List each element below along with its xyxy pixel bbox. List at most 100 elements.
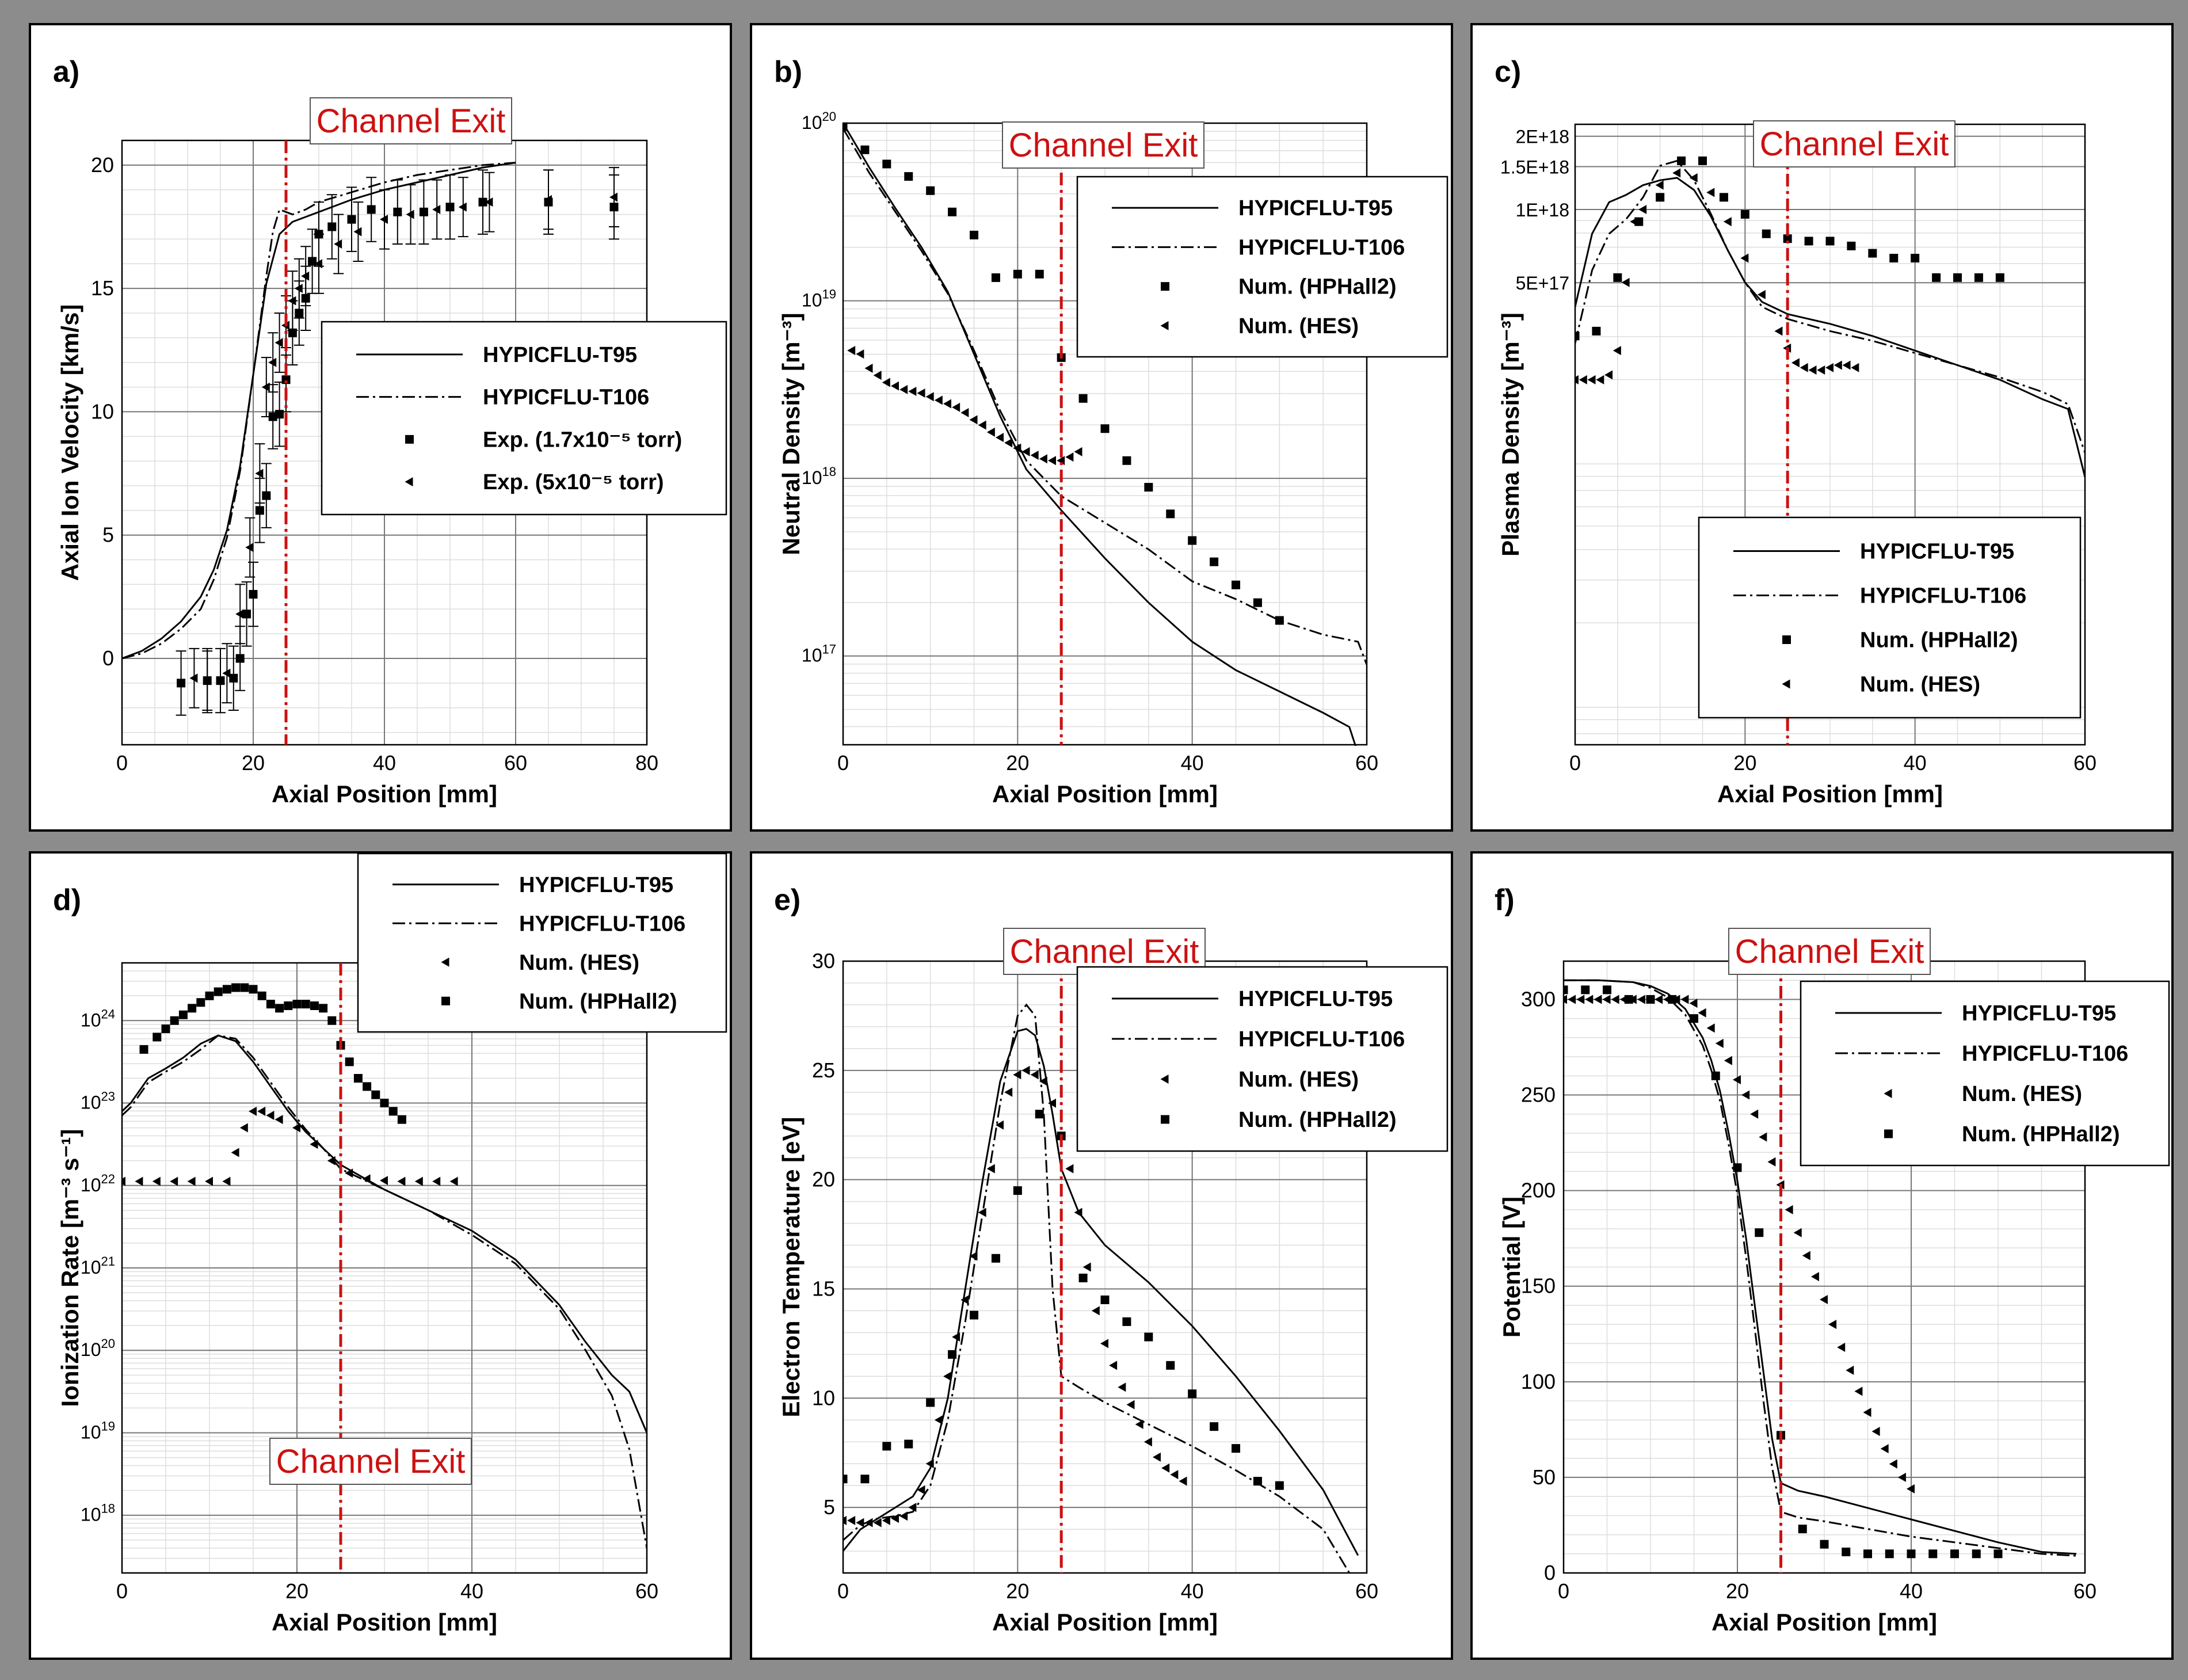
x-tick-label: 20 [1006,751,1029,775]
y-tick-label: 20 [91,153,114,177]
data-point [1950,1549,1959,1559]
series-Exp. (5x10⁻⁵ torr) [189,167,619,711]
legend-swatch [1782,635,1791,644]
data-point [347,215,356,224]
data-point [1740,209,1749,219]
data-point [856,349,864,359]
data-point [904,1439,913,1449]
data-point [1680,995,1689,1004]
data-point [1750,1109,1759,1119]
series-HYPICFLU-T106 [843,128,1367,665]
data-point [231,1148,239,1157]
data-point [257,991,266,1000]
data-point [188,1004,197,1013]
data-point [1880,1444,1889,1454]
data-point [1611,995,1619,1004]
legend-label: Num. (HPHall2) [1860,628,2018,653]
data-point [308,257,317,266]
legend-box [1076,176,1448,358]
data-point [882,159,891,169]
x-tick-label: 20 [242,751,265,775]
legend-swatch [441,957,449,967]
x-axis-label: Axial Position [mm] [272,780,497,807]
data-point [406,209,414,219]
legend-swatch [405,477,413,487]
data-point [860,145,870,154]
data-point [1109,1361,1118,1370]
data-point [1013,269,1022,279]
data-point [1907,1484,1915,1494]
data-point [1774,326,1783,336]
legend-swatch [1160,1075,1169,1084]
panel-f: 0 20 40 60 0 50 100 150 200 250 300 Axial Position … [1470,851,2174,1660]
data-point [970,1311,978,1320]
data-point [266,1000,275,1009]
series-Num. (HPHall2) [843,122,1284,625]
y-tick-label: 2E+18 [1516,127,1569,147]
data-point [1993,1549,2003,1559]
data-point [1161,1463,1170,1473]
data-point [960,407,969,417]
data-point [1932,273,1941,282]
data-point [1118,1382,1126,1392]
y-tick-label: 0 [102,646,114,670]
data-point [1602,995,1611,1004]
data-point [266,1111,275,1120]
data-point [1144,1332,1153,1342]
data-point [1711,1071,1720,1080]
data-point [1210,1422,1219,1431]
data-point [847,345,856,355]
data-point [1724,1056,1732,1065]
data-point [1048,1098,1056,1108]
data-point [882,1442,891,1451]
data-point [1755,1228,1764,1237]
series-Num. (HES) [847,345,1082,466]
data-point [281,375,291,384]
channel-exit-text: Channel Exit [1735,933,1924,970]
channel-exit-box [1002,121,1204,169]
legend-swatch [1161,1115,1169,1124]
legend-label: HYPICFLU-T95 [1962,1001,2116,1026]
legend-c: HYPICFLU-T95 HYPICFLU-T106 Num. (HPHall2) N… [1698,516,2082,719]
data-point [1021,1065,1030,1075]
data-point [1594,995,1602,1004]
data-point [1972,1549,1981,1559]
data-point [255,468,264,478]
y-tick-label: 200 [1521,1179,1556,1202]
y-tick-label: 150 [1521,1274,1556,1298]
data-point [1179,1476,1187,1486]
series-HYPICFLU-T106 [1575,159,2085,454]
y-axis-label: Ionization Rate [m⁻³ s⁻¹] [56,1129,83,1407]
data-point [1820,1294,1828,1304]
data-point [1613,273,1622,282]
data-point [1759,1132,1767,1142]
x-tick-label: 40 [1181,1579,1204,1603]
legend-label: HYPICFLU-T106 [1860,584,2026,608]
data-point [1135,1419,1143,1429]
series-line [843,123,1357,746]
data-point [1581,985,1590,995]
legend-label: HYPICFLU-T95 [519,873,673,897]
data-point [948,207,957,216]
data-point [1810,1272,1819,1282]
data-point [952,402,960,412]
data-point [327,1016,337,1025]
data-point [1604,370,1613,380]
y-tick-label: 1020 [802,109,836,133]
data-point [1013,1070,1021,1080]
data-point [970,230,978,239]
data-point [275,1004,284,1013]
data-point [1911,254,1920,263]
channel-exit-label: Channel Exit [269,1438,472,1485]
y-axis-label: Plasma Density [m⁻³] [1497,313,1524,557]
channel-exit-text: Channel Exit [276,1443,466,1480]
data-point [1689,173,1698,183]
data-point [1863,1407,1871,1417]
chart-f: 0 20 40 60 0 50 100 150 200 250 300 Axial Position … [1495,883,2170,1636]
data-point [388,1107,398,1116]
data-point [1587,375,1596,384]
x-tick-label: 20 [285,1579,308,1603]
data-point [371,1090,380,1099]
data-point [135,1176,143,1186]
channel-exit-text: Channel Exit [1760,125,1949,163]
